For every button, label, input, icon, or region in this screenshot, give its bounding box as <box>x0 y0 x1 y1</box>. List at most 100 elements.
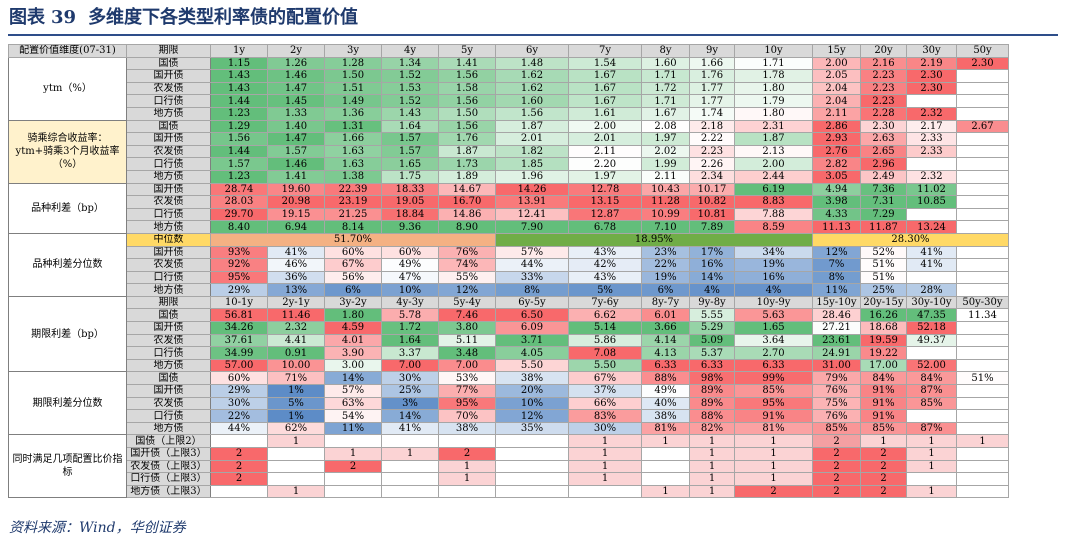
table-cell: 34.26 <box>210 321 268 335</box>
table-cell <box>956 94 1009 108</box>
table-cell: 1.41 <box>438 56 496 71</box>
table-cell: 35% <box>495 421 569 436</box>
table-cell: 12% <box>495 409 569 423</box>
table-cell: 55% <box>438 270 496 285</box>
table-cell: 41% <box>381 421 439 436</box>
table-cell <box>956 409 1009 423</box>
bond-label: 口行债 <box>126 157 211 171</box>
table-cell: 2 <box>438 447 496 461</box>
table-cell: 2.30 <box>906 69 957 83</box>
table-cell: 2 <box>210 447 268 461</box>
table-cell: 85% <box>734 384 813 398</box>
bond-label: 农发债 <box>126 81 211 96</box>
table-cell: 11.87 <box>860 220 907 234</box>
tenor-header: 30y <box>906 44 957 58</box>
table-cell: 36% <box>267 270 325 285</box>
table-cell: 1.62 <box>495 81 569 96</box>
table-cell: 89% <box>689 396 735 411</box>
table-cell: 17% <box>689 245 735 260</box>
table-cell: 34.99 <box>210 346 268 360</box>
table-cell: 60% <box>324 245 382 260</box>
spread-tenor-header: 4y-3y <box>381 295 439 310</box>
spread-tenor-header: 7y-6y <box>568 295 642 310</box>
table-row: 农发债 37.61 4.41 4.01 1.64 5.11 3.71 5.86 4.14 5.09… <box>9 333 1009 348</box>
table-cell: 1.67 <box>641 106 690 121</box>
table-cell: 7% <box>812 258 861 272</box>
table-cell: 56.81 <box>210 308 268 323</box>
table-cell: 1 <box>734 434 813 448</box>
table-cell: 71% <box>267 371 325 386</box>
table-cell: 43% <box>568 245 642 260</box>
table-cell: 2.49 <box>860 169 907 184</box>
table-cell: 6.09 <box>495 321 569 335</box>
table-cell: 2.18 <box>689 119 735 134</box>
table-cell: 2.33 <box>906 144 957 159</box>
table-cell: 1.34 <box>381 56 439 71</box>
table-cell: 31.00 <box>812 358 861 373</box>
table-cell: 11% <box>812 283 861 297</box>
header-row: 配置价值维度(07-31) 期限 1y 2y 3y 4y 5y 6y 7y 8y 9y 10y 15y 2… <box>8 44 1009 58</box>
table-cell: 1.72 <box>381 321 439 335</box>
table-cell: 1.54 <box>568 56 642 71</box>
table-cell: 5.55 <box>689 308 735 323</box>
table-cell: 20.98 <box>267 195 325 209</box>
table-cell: 1.61 <box>568 106 642 121</box>
median-value: 51.70% <box>210 232 496 247</box>
table-cell: 25% <box>381 384 439 398</box>
table-cell: 49% <box>641 384 690 398</box>
table-cell <box>381 459 439 474</box>
table-cell: 2.32 <box>906 169 957 184</box>
table-cell: 1.28 <box>324 56 382 71</box>
table-cell: 2.00 <box>812 56 861 71</box>
table-cell: 19.15 <box>267 207 325 222</box>
table-cell: 5.29 <box>689 321 735 335</box>
table-cell: 17.00 <box>860 358 907 373</box>
table-cell <box>956 157 1009 171</box>
table-cell: 16% <box>689 258 735 272</box>
table-cell: 1.67 <box>568 94 642 108</box>
table-cell: 1 <box>641 434 690 448</box>
table-cell: 85% <box>906 396 957 411</box>
table-cell: 1.52 <box>381 94 439 108</box>
spread-tenor-header: 5y-4y <box>438 295 496 310</box>
table-cell: 38% <box>438 421 496 436</box>
table-cell: 49% <box>381 258 439 272</box>
bond-label: 国开债 <box>126 245 211 260</box>
table-cell: 1 <box>734 459 813 474</box>
table-cell: 12.78 <box>568 182 642 197</box>
table-cell: 2.01 <box>568 132 642 146</box>
bond-label: 国债 <box>126 371 211 386</box>
table-cell: 88% <box>689 409 735 423</box>
table-cell: 2.44 <box>734 169 813 184</box>
section-label: 同时满足几项配置比价指标 <box>8 434 127 499</box>
table-cell <box>956 333 1009 348</box>
tenor-header-label: 期限 <box>126 44 211 58</box>
table-cell: 2.30 <box>860 119 907 134</box>
table-cell: 12.41 <box>495 207 569 222</box>
table-cell: 52.18 <box>906 321 957 335</box>
table-cell: 2 <box>860 472 907 486</box>
table-cell: 9.36 <box>381 220 439 234</box>
table-cell: 1 <box>324 447 382 461</box>
table-cell: 21.25 <box>324 207 382 222</box>
table-cell: 1.44 <box>210 144 268 159</box>
table-cell: 14% <box>324 371 382 386</box>
table-cell: 1.47 <box>267 132 325 146</box>
table-cell: 2.13 <box>734 144 813 159</box>
bond-label: 国开债 <box>126 69 211 83</box>
table-cell: 63% <box>324 396 382 411</box>
table-cell: 6.33 <box>734 358 813 373</box>
table-cell: 14.86 <box>438 207 496 222</box>
table-cell <box>906 409 957 423</box>
table-row: 国债 56.81 11.46 1.80 5.78 7.46 6.50 6.62 6.01 5.55… <box>9 308 1009 323</box>
table-cell <box>956 283 1009 297</box>
table-cell: 29% <box>210 384 268 398</box>
table-cell: 1.46 <box>267 69 325 83</box>
table-cell: 1.87 <box>495 119 569 134</box>
table-cell <box>906 472 957 486</box>
table-cell: 2.70 <box>734 346 813 360</box>
bond-label: 地方债 <box>126 106 211 121</box>
table-cell: 10.00 <box>267 358 325 373</box>
table-cell: 5.86 <box>568 333 642 348</box>
table-cell: 37% <box>568 384 642 398</box>
